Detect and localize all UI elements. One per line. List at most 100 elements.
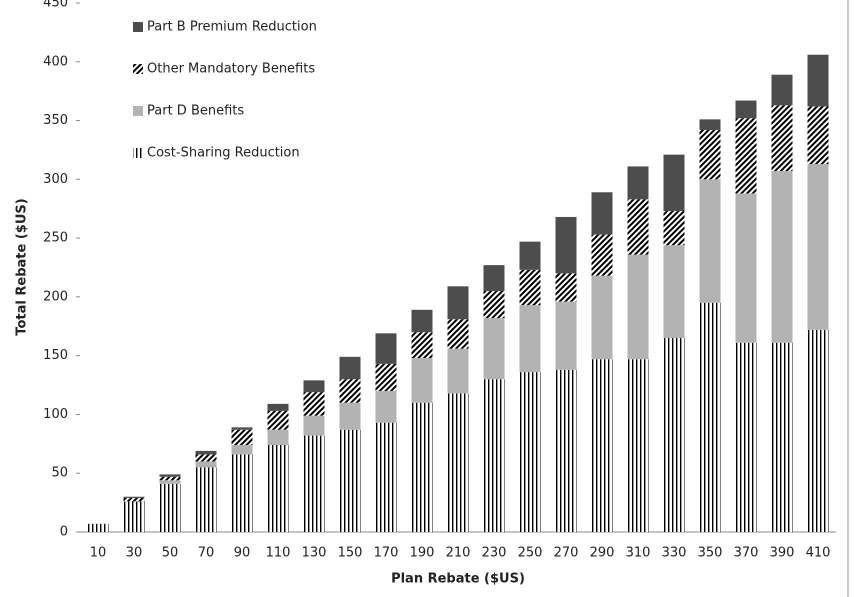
bar-segment [483,265,505,292]
bar-segment [411,332,433,359]
bar-segment [699,302,721,532]
x-tick-label: 350 [698,546,723,561]
bar-segment [663,338,685,532]
bar-segment [375,422,397,532]
bar-segment [735,100,757,119]
bar-segment [699,129,721,180]
bar-segment [231,454,253,532]
bar-segment [87,523,109,532]
bar-segment [411,402,433,532]
bar-segment [303,435,325,532]
bar-segment [303,380,325,393]
x-tick-label: 370 [734,546,759,561]
bar-segment [303,392,325,416]
legend-label: Part D Benefits [147,104,244,119]
bar-segment [591,275,613,360]
bar-segment [807,106,829,165]
x-axis-title: Plan Rebate ($US) [391,572,525,587]
x-tick-label: 70 [198,546,215,561]
y-tick-label: 0 [60,525,68,540]
x-tick-label: 50 [162,546,179,561]
y-tick-label: 350 [43,113,68,128]
bar-segment [267,429,289,446]
bar-segment [159,483,181,532]
y-tick-label: 450 [43,0,68,11]
y-tick-label: 250 [43,231,68,246]
x-tick-label: 170 [374,546,399,561]
bar-segment [339,356,361,380]
x-tick-label: 10 [90,546,107,561]
x-tick-label: 270 [554,546,579,561]
x-tick-label: 130 [302,546,327,561]
bar-segment [411,358,433,403]
x-tick-label: 310 [626,546,651,561]
bar-segment [411,309,433,333]
y-tick-label: 300 [43,172,68,187]
bar-segment [807,329,829,532]
bar-segment [123,497,145,502]
bar-segment [735,193,757,343]
bar-segment [591,359,613,532]
y-tick-label: 400 [43,54,68,69]
bar-segment [375,363,397,391]
legend-swatch [133,22,143,32]
bar-segment [483,379,505,532]
bar-segment [195,467,217,532]
bar-segment [267,403,289,411]
bar-segment [771,342,793,532]
legend-swatch [133,64,143,74]
y-axis-title: Total Rebate ($US) [15,198,30,335]
y-tick-label: 150 [43,348,68,363]
bar-segment [519,241,541,270]
bar-segment [267,410,289,430]
bar-segment [195,454,217,462]
bar-segment [159,474,181,477]
bar-segment [519,269,541,306]
bar-segment [555,273,577,302]
y-tick-label: 200 [43,289,68,304]
bar-segment [735,342,757,532]
bar-segment [231,429,253,446]
bar-segment [159,480,181,484]
bar-segment [699,119,721,130]
bar-segment [627,359,649,532]
x-tick-label: 150 [338,546,363,561]
bar-segment [699,179,721,303]
legend-label: Other Mandatory Benefits [147,62,315,77]
bar-segment [303,415,325,436]
bar-segment [555,216,577,274]
bar-segment [447,286,469,320]
bar-segment [159,476,181,481]
x-tick-label: 410 [806,546,831,561]
bar-segment [447,393,469,532]
bar-segment [483,291,505,319]
bar-segment [735,118,757,194]
bar-segment [483,318,505,380]
x-tick-label: 230 [482,546,507,561]
x-tick-label: 190 [410,546,435,561]
bar-segment [195,461,217,468]
bar-segment [447,348,469,394]
bar-segment [195,450,217,455]
bar-segment [807,164,829,330]
x-tick-label: 110 [266,546,291,561]
bar-segment [771,74,793,106]
bar-segment [375,390,397,423]
x-tick-label: 30 [126,546,143,561]
x-tick-label: 390 [770,546,795,561]
legend-label: Part B Premium Reduction [147,20,317,35]
bar-segment [807,54,829,107]
x-tick-label: 90 [234,546,251,561]
bar-segment [771,171,793,343]
x-tick-label: 330 [662,546,687,561]
bar-segment [627,166,649,200]
bar-segment [231,427,253,430]
bar-segment [663,245,685,339]
x-tick-label: 290 [590,546,615,561]
bar-segment [123,496,145,498]
bar-segment [375,333,397,364]
bar-segment [339,379,361,403]
bar-segment [555,301,577,370]
bar-segment [663,211,685,246]
legend-swatch [133,106,143,116]
